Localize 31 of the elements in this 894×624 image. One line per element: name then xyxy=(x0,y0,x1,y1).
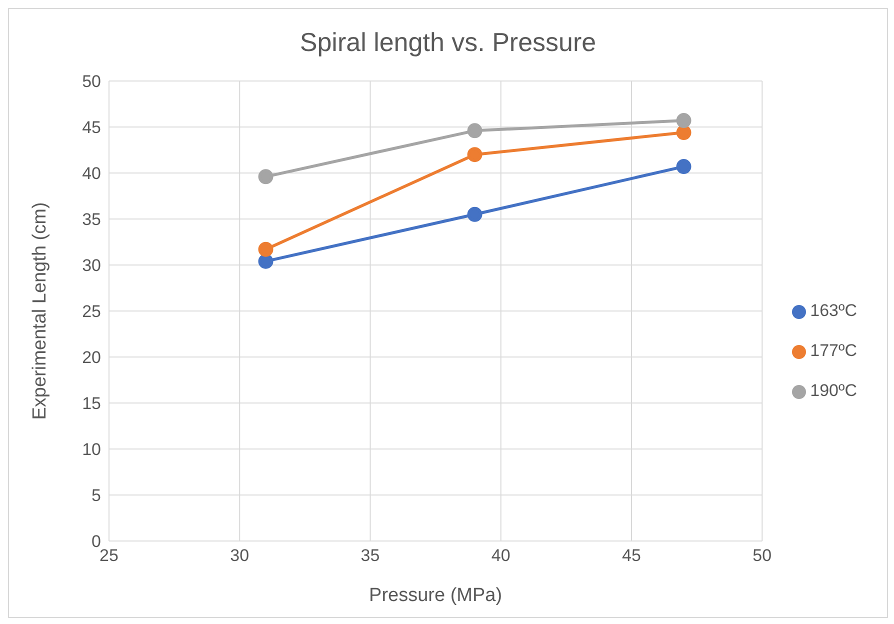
y-axis-title: Experimental Length (cm) xyxy=(30,202,51,420)
point xyxy=(258,242,274,257)
y-tick-label: 15 xyxy=(82,394,101,414)
x-tick-label: 50 xyxy=(752,546,772,566)
legend-label: 177ºC xyxy=(810,341,857,360)
point xyxy=(676,159,692,174)
x-tick-label: 35 xyxy=(360,546,380,566)
point xyxy=(258,254,274,269)
point xyxy=(676,113,692,128)
x-tick-label: 30 xyxy=(230,546,250,566)
y-tick-label: 0 xyxy=(92,532,101,552)
y-tick-label: 20 xyxy=(82,348,101,368)
point xyxy=(258,169,274,184)
y-tick-label: 10 xyxy=(82,440,101,460)
y-tick-label: 5 xyxy=(92,486,101,506)
y-tick-label: 40 xyxy=(82,164,101,184)
y-tick-label: 35 xyxy=(82,210,101,230)
chart-title: Spiral length vs. Pressure xyxy=(298,26,598,59)
point xyxy=(467,147,482,162)
x-tick-label: 40 xyxy=(491,546,510,566)
legend-label: 190ºC xyxy=(810,381,857,400)
y-tick-label: 30 xyxy=(82,256,101,276)
point xyxy=(467,206,482,222)
legend-label: 163ºC xyxy=(810,301,857,320)
y-tick-label: 45 xyxy=(82,118,101,138)
y-tick-label: 25 xyxy=(82,302,101,322)
x-tick-label: 45 xyxy=(622,546,641,566)
y-tick-label: 50 xyxy=(82,72,101,92)
point xyxy=(676,125,692,140)
point xyxy=(467,123,482,138)
x-axis-title: Pressure (MPa) xyxy=(369,585,502,606)
